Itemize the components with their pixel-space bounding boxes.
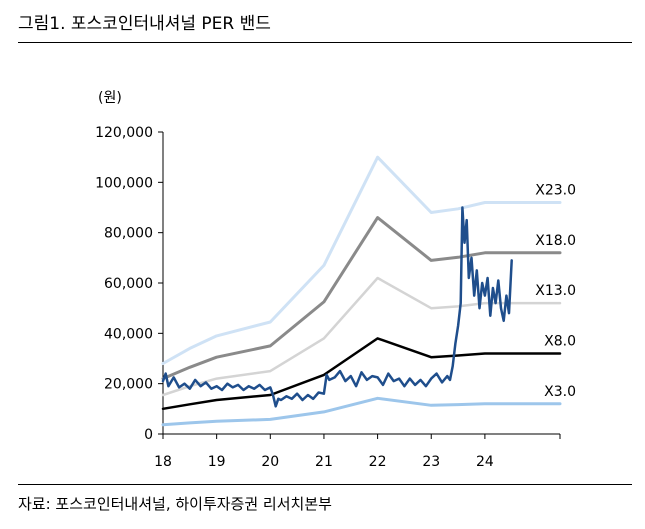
chart-title: 그림1. 포스코인터내셔널 PER 밴드 xyxy=(18,14,271,34)
plot-series xyxy=(161,155,562,427)
y-tick-label: 20,000 xyxy=(104,377,153,393)
x-tick-label: 23 xyxy=(422,454,440,470)
x-axis: 18 19 20 21 22 23 24 xyxy=(154,433,561,470)
band-line-x18-0 xyxy=(161,216,562,381)
band-label-x8-0: X8.0 xyxy=(544,333,576,349)
band-line-x3-0 xyxy=(161,396,562,427)
band-line-x23-0 xyxy=(161,155,562,365)
y-tick-label: 80,000 xyxy=(104,226,153,242)
band-label-x3-0: X3.0 xyxy=(544,384,576,400)
y-axis: 0 20,000 40,000 60,000 80,000 100,000 120,000 xyxy=(95,125,164,443)
y-tick-label: 0 xyxy=(144,427,153,443)
title-divider xyxy=(18,42,632,43)
y-tick-label: 120,000 xyxy=(95,125,153,141)
band-label-x23-0: X23.0 xyxy=(535,182,576,198)
x-tick-label: 24 xyxy=(476,454,494,470)
band-line-x13-0 xyxy=(161,276,562,397)
y-tick-label: 100,000 xyxy=(95,175,153,191)
y-axis-unit-label: (원) xyxy=(98,90,122,106)
x-tick-label: 21 xyxy=(315,454,333,470)
band-line-x8-0 xyxy=(161,337,562,411)
y-tick-label: 40,000 xyxy=(104,326,153,342)
band-labels: X23.0 X18.0 X13.0 X8.0 X3.0 xyxy=(535,182,576,399)
x-tick-label: 18 xyxy=(154,454,172,470)
y-tick-label: 60,000 xyxy=(104,276,153,292)
x-tick-label: 22 xyxy=(369,454,387,470)
x-tick-label: 19 xyxy=(208,454,226,470)
source-divider xyxy=(18,484,632,485)
stock-price-line xyxy=(161,206,513,408)
band-label-x18-0: X18.0 xyxy=(535,233,576,249)
band-label-x13-0: X13.0 xyxy=(535,283,576,299)
x-tick-label: 20 xyxy=(261,454,279,470)
source-note: 자료: 포스코인터내셔널, 하이투자증권 리서치본부 xyxy=(18,495,332,513)
